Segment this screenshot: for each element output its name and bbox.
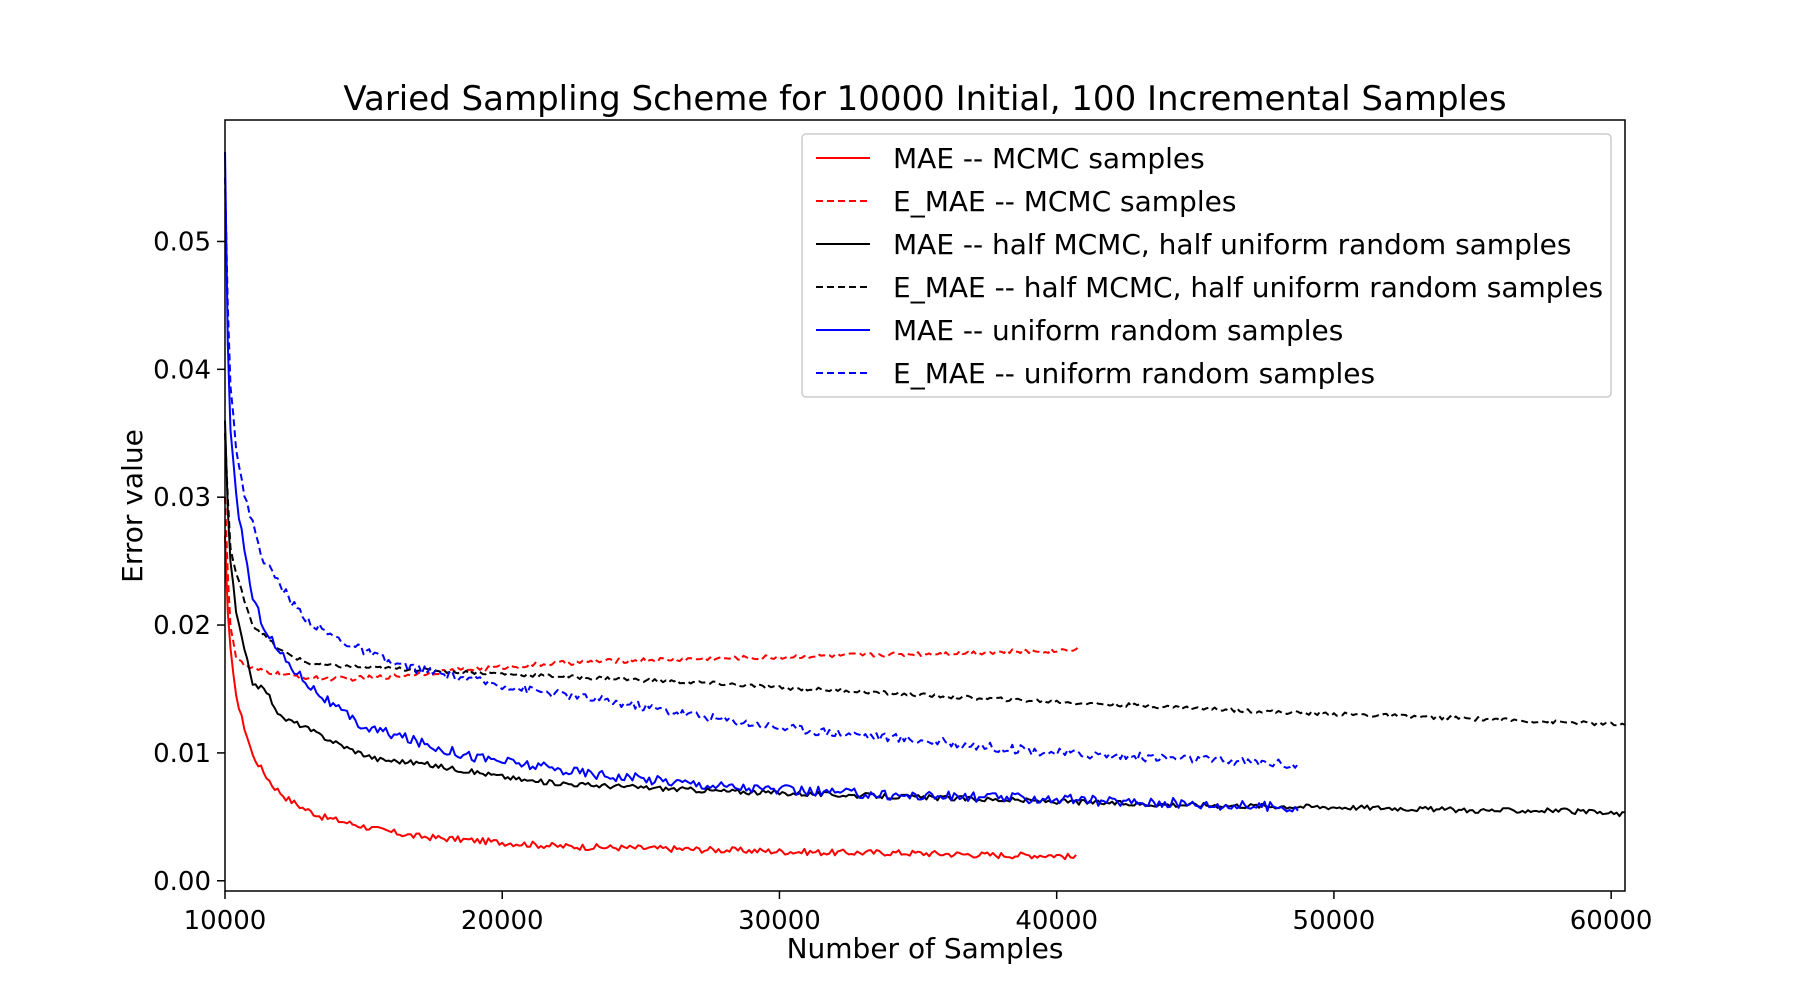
x-tick-label: 60000 [1570, 906, 1653, 936]
legend-box [801, 133, 1612, 398]
x-tick-label: 50000 [1293, 906, 1376, 936]
plot-frame [224, 119, 1626, 892]
series-line [224, 433, 1626, 727]
y-axis-label: Error value [116, 429, 149, 583]
x-tick-label: 30000 [738, 906, 821, 936]
legend-entry: E_MAE -- MCMC samples [893, 185, 1236, 218]
y-tick-label: 0.03 [153, 483, 211, 513]
series-line [224, 535, 1077, 861]
x-axis-label: Number of Samples [787, 932, 1064, 965]
series-line [224, 497, 1080, 682]
y-tick-label: 0.05 [153, 227, 211, 257]
legend-entry: MAE -- MCMC samples [893, 142, 1205, 175]
x-tick-label: 10000 [184, 906, 267, 936]
y-axis: 0.00 0.01 0.02 0.03 0.04 0.05 [153, 227, 225, 897]
series-line [224, 151, 1299, 813]
y-tick-label: 0.00 [153, 867, 211, 897]
legend-entry: MAE -- half MCMC, half uniform random sa… [893, 228, 1571, 261]
legend-entry: E_MAE -- uniform random samples [893, 357, 1375, 390]
y-tick-label: 0.01 [153, 739, 211, 769]
y-tick-label: 0.04 [153, 355, 211, 385]
x-axis: 10000 20000 30000 40000 50000 60000 [184, 891, 1653, 936]
y-tick-label: 0.02 [153, 611, 211, 641]
x-tick-label: 20000 [461, 906, 544, 936]
chart-title: Varied Sampling Scheme for 10000 Initial… [343, 79, 1506, 119]
legend: MAE -- MCMC samples E_MAE -- MCMC samples… [801, 133, 1612, 398]
plot-lines [224, 151, 1626, 861]
legend-entry: E_MAE -- half MCMC, half uniform random … [893, 271, 1603, 304]
x-tick-label: 40000 [1015, 906, 1098, 936]
legend-entry: MAE -- uniform random samples [893, 314, 1343, 347]
